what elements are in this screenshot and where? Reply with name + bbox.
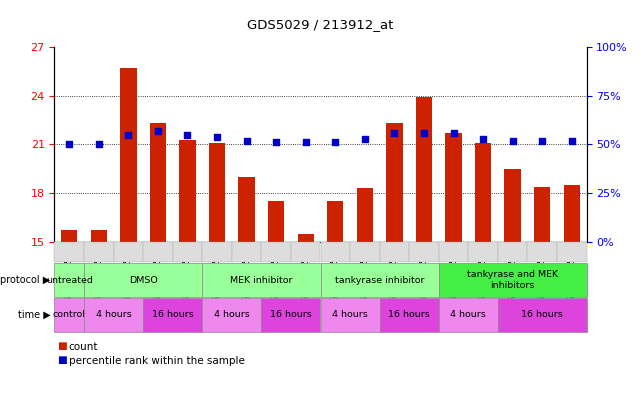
- Bar: [438, 242, 469, 262]
- Point: [242, 138, 252, 144]
- Bar: [113, 242, 143, 262]
- Text: 4 hours: 4 hours: [451, 310, 486, 320]
- Bar: [203, 242, 232, 262]
- Bar: [438, 263, 587, 297]
- Text: ▶: ▶: [0, 392, 1, 393]
- Bar: [262, 242, 291, 262]
- Bar: [291, 242, 320, 262]
- Bar: [84, 242, 113, 262]
- Text: tankyrase inhibitor: tankyrase inhibitor: [335, 275, 424, 285]
- Bar: [54, 242, 84, 262]
- Bar: [534, 187, 551, 242]
- Point: [153, 128, 163, 134]
- Bar: [238, 177, 254, 242]
- Bar: [297, 233, 314, 242]
- Text: GDS5029 / 213912_at: GDS5029 / 213912_at: [247, 18, 394, 31]
- Point: [301, 140, 311, 146]
- Bar: [61, 230, 78, 242]
- Point: [330, 140, 340, 146]
- Bar: [54, 263, 84, 297]
- Text: 4 hours: 4 hours: [214, 310, 250, 320]
- Bar: [143, 298, 203, 332]
- Bar: [143, 242, 172, 262]
- Point: [508, 138, 518, 144]
- Bar: [327, 201, 344, 242]
- Bar: [232, 242, 262, 262]
- Text: DMSO: DMSO: [129, 275, 158, 285]
- Text: 16 hours: 16 hours: [521, 310, 563, 320]
- Bar: [563, 185, 580, 242]
- Bar: [409, 242, 438, 262]
- Point: [389, 130, 399, 136]
- Point: [478, 136, 488, 142]
- Bar: [268, 201, 285, 242]
- Text: 16 hours: 16 hours: [152, 310, 194, 320]
- Point: [567, 138, 577, 144]
- Bar: [172, 242, 203, 262]
- Text: 16 hours: 16 hours: [270, 310, 312, 320]
- Bar: [320, 298, 379, 332]
- Text: percentile rank within the sample: percentile rank within the sample: [69, 356, 244, 366]
- Point: [212, 134, 222, 140]
- Bar: [557, 242, 587, 262]
- Bar: [445, 133, 462, 242]
- Text: untreated: untreated: [46, 275, 93, 285]
- Point: [94, 141, 104, 148]
- Point: [64, 141, 74, 148]
- Point: [360, 136, 370, 142]
- Text: 16 hours: 16 hours: [388, 310, 430, 320]
- Bar: [84, 263, 203, 297]
- Bar: [379, 242, 409, 262]
- Bar: [504, 169, 520, 242]
- Point: [448, 130, 458, 136]
- Text: protocol: protocol: [0, 392, 1, 393]
- Bar: [90, 230, 107, 242]
- Bar: [469, 242, 498, 262]
- Point: [271, 140, 281, 146]
- Bar: [438, 298, 498, 332]
- Bar: [54, 298, 84, 332]
- Bar: [320, 263, 438, 297]
- Bar: [350, 242, 379, 262]
- Text: time ▶: time ▶: [18, 310, 51, 320]
- Bar: [379, 298, 438, 332]
- Text: 4 hours: 4 hours: [332, 310, 368, 320]
- Bar: [387, 123, 403, 242]
- Text: control: control: [53, 310, 86, 320]
- Bar: [498, 242, 528, 262]
- Bar: [528, 242, 557, 262]
- Bar: [203, 298, 262, 332]
- Bar: [209, 143, 225, 242]
- Text: MEK inhibitor: MEK inhibitor: [230, 275, 293, 285]
- Bar: [320, 242, 350, 262]
- Point: [183, 132, 193, 138]
- Text: tankyrase and MEK
inhibitors: tankyrase and MEK inhibitors: [467, 270, 558, 290]
- Text: 4 hours: 4 hours: [96, 310, 131, 320]
- Text: protocol ▶: protocol ▶: [1, 275, 51, 285]
- Point: [419, 130, 429, 136]
- Text: count: count: [69, 342, 98, 352]
- Bar: [498, 298, 587, 332]
- Bar: [262, 298, 320, 332]
- Point: [123, 132, 133, 138]
- Bar: [203, 263, 320, 297]
- Bar: [121, 68, 137, 242]
- Point: [537, 138, 547, 144]
- Bar: [150, 123, 166, 242]
- Bar: [475, 143, 491, 242]
- Text: ■: ■: [58, 342, 71, 351]
- Bar: [356, 188, 373, 242]
- Bar: [84, 298, 143, 332]
- Bar: [179, 140, 196, 242]
- Bar: [416, 97, 432, 242]
- Text: ■: ■: [58, 355, 71, 365]
